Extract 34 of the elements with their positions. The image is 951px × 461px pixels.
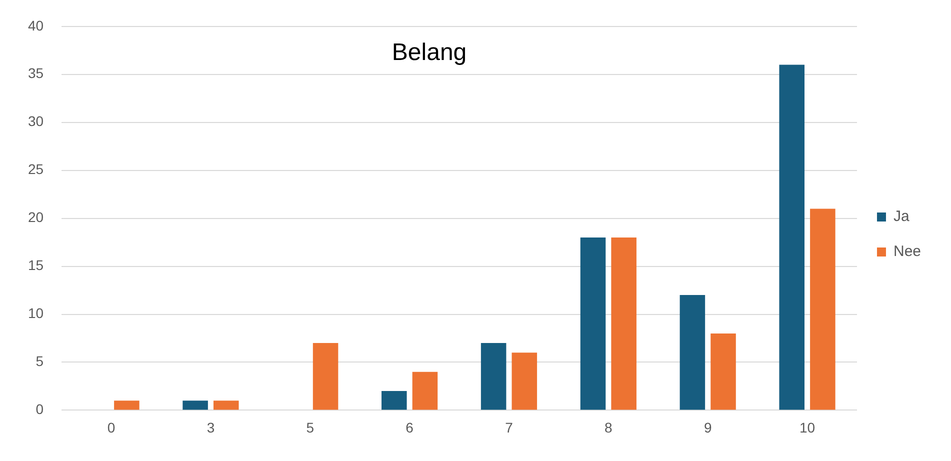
y-tick-label: 30 xyxy=(28,113,44,130)
x-tick-label: 5 xyxy=(306,419,314,436)
y-tick-label: 10 xyxy=(28,305,44,322)
y-tick-label: 15 xyxy=(28,257,44,274)
x-tick-label: 0 xyxy=(107,419,116,436)
bar xyxy=(580,237,606,410)
bar xyxy=(680,295,706,410)
bar xyxy=(611,237,636,410)
x-tick-label: 6 xyxy=(406,419,414,436)
bar xyxy=(382,391,407,410)
legend-label: Nee xyxy=(893,243,922,260)
bar xyxy=(213,400,239,410)
text: Belang xyxy=(392,39,467,66)
bar xyxy=(312,343,338,410)
bar xyxy=(412,372,438,410)
bar xyxy=(114,400,140,410)
x-tick-label: 10 xyxy=(799,419,816,436)
x-tick-label: 8 xyxy=(604,419,613,436)
y-tick-label: 25 xyxy=(28,161,44,178)
y-tick-label: 5 xyxy=(36,353,44,370)
y-tick-label: 20 xyxy=(28,209,44,226)
bar xyxy=(512,352,538,410)
x-tick-label: 9 xyxy=(704,419,712,436)
bar xyxy=(779,64,804,410)
bar xyxy=(182,400,208,410)
x-tick-label: 3 xyxy=(206,419,215,436)
legend-label: Ja xyxy=(893,208,910,226)
y-tick-label: 0 xyxy=(36,401,44,418)
y-tick-label: 40 xyxy=(28,17,44,34)
bar xyxy=(710,333,736,410)
y-tick-label: 35 xyxy=(28,65,44,82)
bar xyxy=(810,208,836,410)
bar xyxy=(480,343,506,410)
x-tick-label: 7 xyxy=(505,419,514,436)
